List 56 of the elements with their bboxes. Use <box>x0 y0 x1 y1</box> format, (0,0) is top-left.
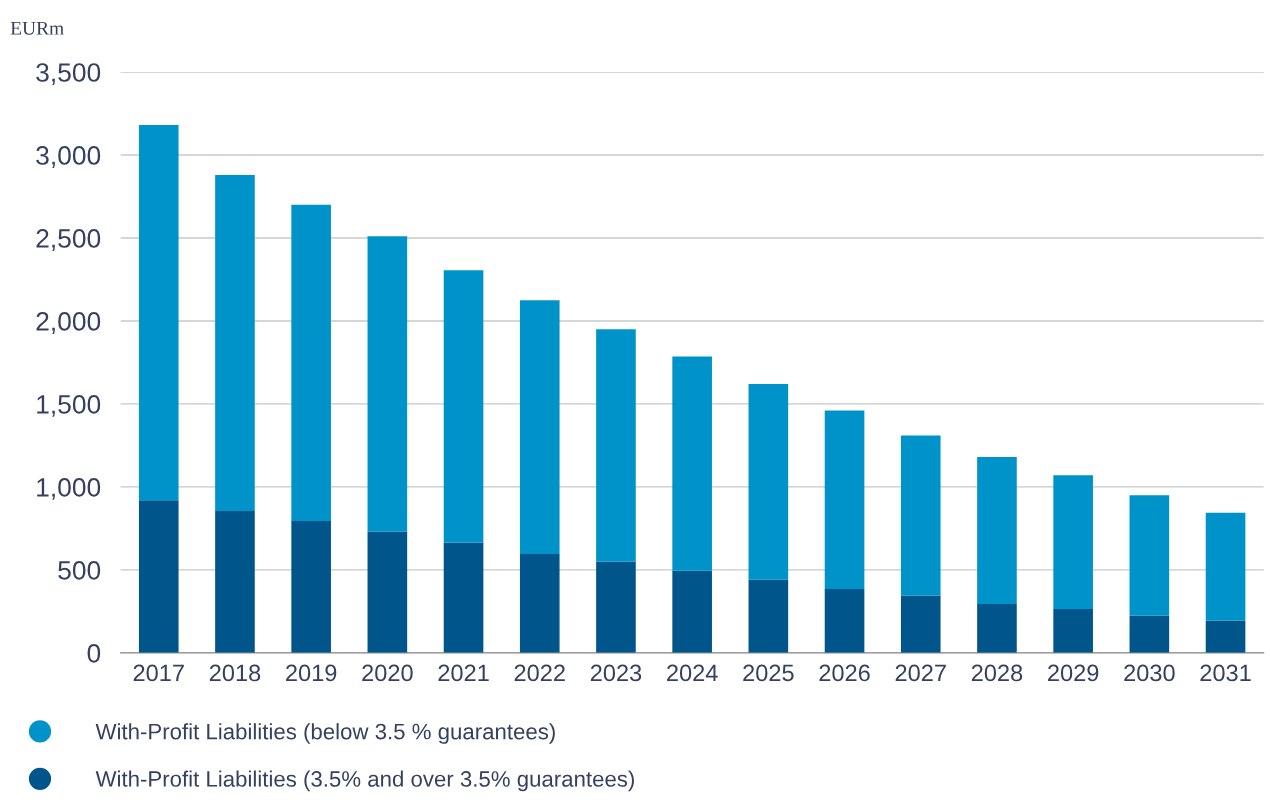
bar <box>1205 512 1246 621</box>
bar <box>824 410 865 589</box>
bar <box>215 510 255 653</box>
bar <box>748 384 789 580</box>
bar <box>977 603 1017 653</box>
bar <box>519 554 560 653</box>
x-tick-label: 2027 <box>895 664 946 682</box>
bar <box>672 570 712 653</box>
y-tick-label: 1,000 <box>37 478 101 500</box>
y-tick-label: 3,000 <box>36 146 101 168</box>
bar <box>596 561 636 653</box>
x-tick-label: 2025 <box>743 664 794 682</box>
bar <box>596 329 636 562</box>
bar <box>443 270 484 543</box>
bar <box>138 500 179 653</box>
x-tick-label: 2021 <box>438 664 489 682</box>
bar <box>824 588 865 653</box>
bar <box>1129 495 1170 616</box>
bar <box>138 125 179 501</box>
legend-label: With-Profit Liabilities (3.5% and over 3.5% guarantees) <box>95 770 634 792</box>
x-tick-label: 2030 <box>1124 664 1175 682</box>
bar <box>291 204 331 521</box>
y-tick-label: 1,500 <box>37 395 101 417</box>
x-tick-label: 2031 <box>1200 664 1251 682</box>
y-axis-title: EURm <box>10 21 64 35</box>
bar <box>291 520 331 653</box>
x-tick-label: 2029 <box>1048 664 1099 682</box>
x-tick-label: 2028 <box>971 664 1023 682</box>
x-tick-label: 2018 <box>209 664 261 682</box>
bar <box>1053 608 1093 653</box>
y-tick-label: 3,500 <box>36 63 101 85</box>
bar <box>672 356 712 571</box>
bar <box>748 579 789 653</box>
x-tick-label: 2019 <box>286 664 337 682</box>
bar <box>215 174 255 511</box>
bar <box>1129 615 1170 653</box>
x-tick-label: 2020 <box>362 664 413 682</box>
bar <box>900 595 941 653</box>
x-tick-label: 2017 <box>133 664 184 682</box>
bar <box>1053 475 1093 609</box>
bar <box>1205 620 1246 653</box>
x-tick-label: 2022 <box>514 664 565 682</box>
y-tick-label: 0 <box>87 644 101 663</box>
y-tick-label: 2,000 <box>36 312 101 334</box>
bar <box>900 435 941 596</box>
legend-label: With-Profit Liabilities (below 3.5 % guarantees) <box>95 723 555 744</box>
bar <box>367 531 408 653</box>
x-tick-label: 2023 <box>590 664 642 682</box>
x-tick-label: 2024 <box>667 664 718 682</box>
bar <box>519 300 560 555</box>
bar <box>443 542 484 653</box>
x-tick-label: 2026 <box>819 664 870 682</box>
bar <box>367 236 408 532</box>
bar <box>977 457 1017 604</box>
y-tick-label: 500 <box>58 561 101 580</box>
y-tick-label: 2,500 <box>36 229 101 251</box>
